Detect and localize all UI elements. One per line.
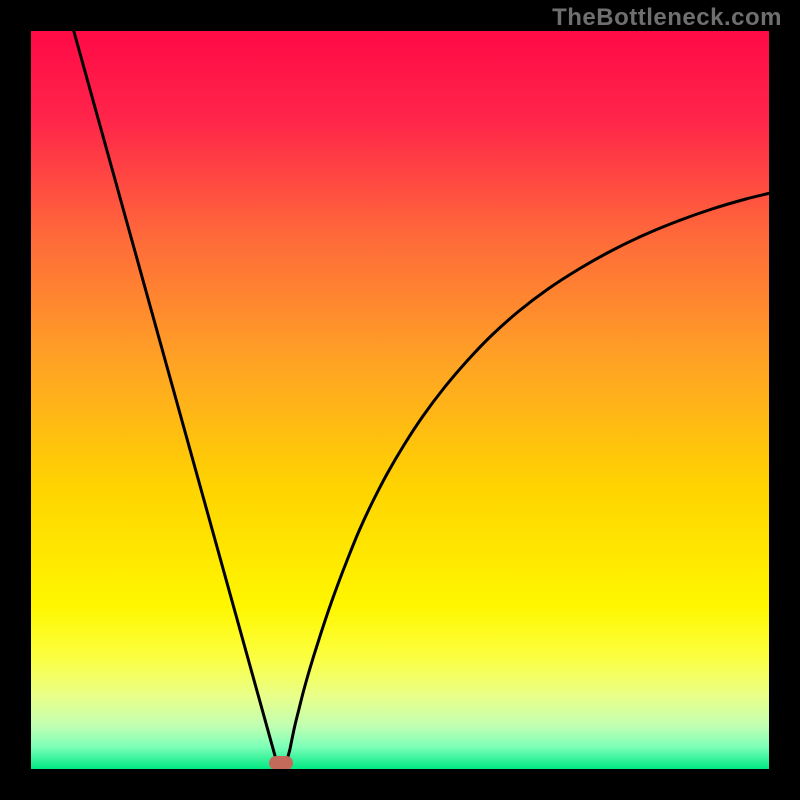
chart-frame: TheBottleneck.com bbox=[0, 0, 800, 800]
plot-area bbox=[31, 31, 769, 769]
optimal-point-marker bbox=[269, 756, 293, 769]
bottleneck-curve bbox=[31, 31, 769, 769]
watermark-text: TheBottleneck.com bbox=[552, 4, 782, 32]
